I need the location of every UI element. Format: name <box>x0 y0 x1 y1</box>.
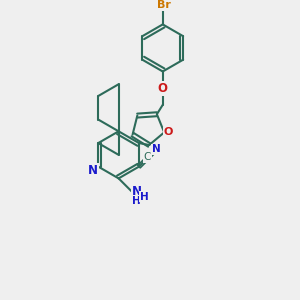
Text: N: N <box>152 144 161 154</box>
Text: O: O <box>158 82 168 95</box>
Text: H: H <box>140 192 149 202</box>
Text: N: N <box>132 185 142 198</box>
Text: Br: Br <box>157 0 171 10</box>
Text: H: H <box>132 196 141 206</box>
Text: O: O <box>164 128 173 137</box>
Text: N: N <box>88 164 98 177</box>
Text: C: C <box>144 152 151 162</box>
